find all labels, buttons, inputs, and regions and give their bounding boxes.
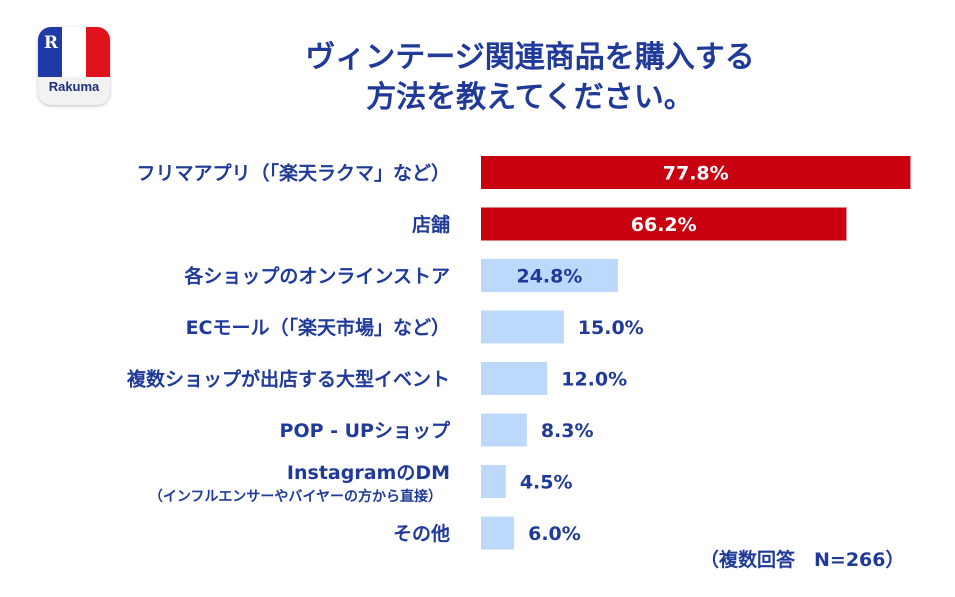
value-label-2: 24.8%	[516, 266, 582, 288]
bar-1	[481, 207, 847, 241]
title-line-2: 方法を教えてください。	[366, 80, 694, 115]
category-label-4: 複数ショップが出店する大型イベント	[126, 368, 450, 391]
title-line-1: ヴィンテージ関連商品を購入する	[305, 40, 755, 75]
category-label-0: フリマアプリ（「楽天ラクマ」など）	[136, 162, 450, 185]
category-label-7: その他	[393, 522, 450, 545]
rakuma-logo: R Rakuma	[38, 27, 110, 105]
bar-0	[481, 156, 911, 189]
value-label-4: 12.0%	[561, 369, 627, 391]
french-flag-icon	[38, 27, 110, 77]
value-label-1: 66.2%	[631, 214, 697, 236]
value-label-7: 6.0%	[528, 523, 581, 545]
value-label-0: 77.8%	[663, 163, 729, 185]
logo-mark: R	[43, 33, 59, 53]
category-label-5: POP - UPショップ	[280, 419, 451, 442]
value-label-3: 15.0%	[578, 317, 644, 339]
category-label-1: 店舗	[412, 213, 450, 236]
value-label-5: 8.3%	[541, 420, 594, 442]
category-label-6: InstagramのDM	[287, 462, 450, 484]
bar-7	[481, 516, 515, 550]
category-label-3: ECモール（「楽天市場」など）	[186, 316, 450, 339]
sample-note: （複数回答 N=266）	[700, 549, 905, 571]
bar-3	[481, 310, 564, 344]
logo-name: Rakuma	[48, 79, 100, 94]
value-label-6: 4.5%	[520, 472, 573, 494]
chart-title: ヴィンテージ関連商品を購入する 方法を教えてください。	[200, 38, 860, 118]
bar-6	[481, 465, 506, 498]
category-label-2: 各ショップのオンラインストア	[183, 265, 450, 288]
category-sublabel-6: （インフルエンサーやバイヤーの方から直接）	[149, 488, 442, 505]
bar-4	[481, 362, 548, 395]
bar-5	[481, 413, 527, 447]
bar-2	[481, 259, 618, 292]
